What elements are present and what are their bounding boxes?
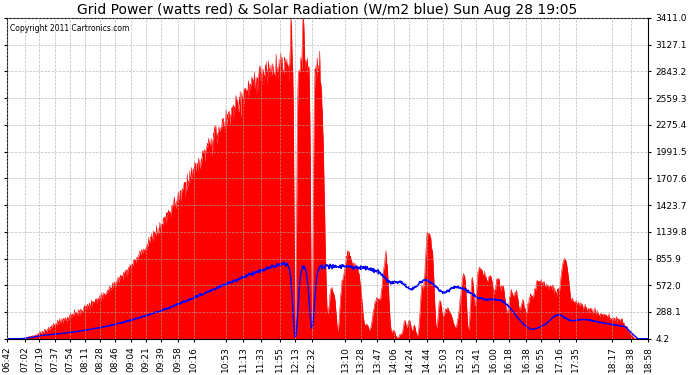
Text: Copyright 2011 Cartronics.com: Copyright 2011 Cartronics.com [10, 24, 130, 33]
Title: Grid Power (watts red) & Solar Radiation (W/m2 blue) Sun Aug 28 19:05: Grid Power (watts red) & Solar Radiation… [77, 3, 578, 17]
